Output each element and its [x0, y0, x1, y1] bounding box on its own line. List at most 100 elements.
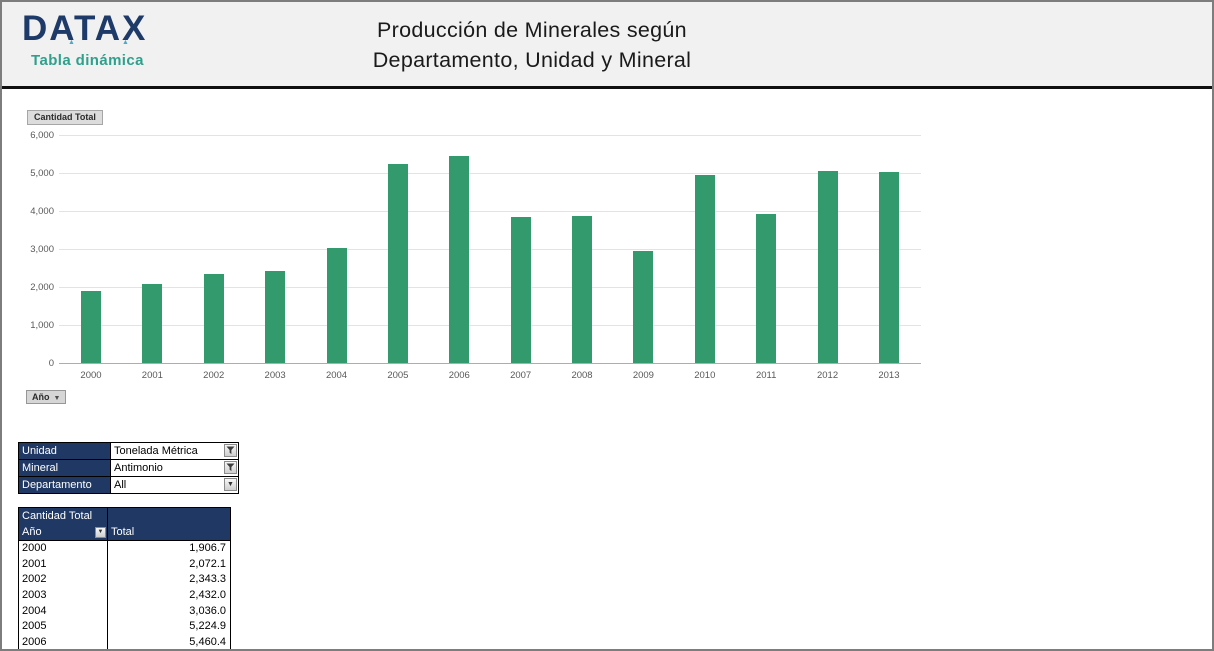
filter-field-label: Mineral: [19, 460, 110, 476]
x-axis-tick-label: 2000: [80, 370, 102, 381]
pivot-year-value: 2003: [22, 589, 47, 602]
pivot-table: Cantidad Total Año ▼ Total 2000 1,906.7 2001 2,…: [18, 507, 231, 649]
pivot-title: Cantidad Total: [22, 510, 93, 522]
filter-field-value: Antimonio: [110, 460, 224, 476]
pivot-year-cell: 2002: [19, 572, 108, 589]
x-axis-tick-label: 2008: [571, 370, 593, 381]
bar-2006: [449, 155, 470, 363]
gridline: [59, 325, 921, 326]
logo-triangle-icon: ▲: [122, 39, 129, 46]
bar-2008: [572, 215, 593, 363]
x-axis-tick-label: 2013: [878, 370, 900, 381]
logo-subtitle: Tabla dinámica: [31, 52, 144, 69]
chart-axis-field-label: Año: [32, 392, 50, 402]
pivot-row-field-label: Año: [22, 526, 42, 538]
gridline: [59, 249, 921, 250]
pivot-year-cell: 2001: [19, 556, 108, 573]
pivot-total-cell: 5,460.4: [189, 636, 226, 649]
x-axis-tick-label: 2011: [755, 370, 777, 381]
bar-2002: [203, 273, 224, 363]
gridline: [59, 135, 921, 136]
y-axis-tick-label: 0: [48, 358, 54, 369]
header-band: DATAX ▲ ▲ Tabla dinámica Producción de M…: [2, 2, 1212, 89]
bar-2012: [817, 170, 838, 363]
logo-triangle-icon: ▲: [68, 39, 75, 46]
bar-chart: Cantidad Total Año ▼ 0 1,000 2,000 3,000 4,00…: [2, 2, 962, 422]
pivot-year-cell: 2003: [19, 588, 108, 604]
x-axis-tick-label: 2007: [510, 370, 532, 381]
filter-field-label: Unidad: [19, 443, 110, 459]
pivot-header-row: Cantidad Total: [19, 508, 230, 524]
bar-2004: [326, 247, 347, 363]
pivot-year-value: 2006: [22, 636, 47, 649]
pivot-row-field-dropdown-button[interactable]: ▼: [95, 526, 106, 538]
filter-field-value: Tonelada Métrica: [110, 443, 224, 459]
bar-2001: [142, 284, 163, 363]
logo-wordmark: DATAX: [22, 9, 148, 48]
bar-2007: [510, 216, 531, 363]
pivot-title-spacer: [108, 508, 230, 524]
pivot-year-cell: 2000: [19, 541, 108, 557]
x-axis-tick-label: 2003: [264, 370, 286, 381]
pivot-year-value: 2002: [22, 573, 47, 586]
filter-field-label: Departamento: [19, 477, 110, 493]
filter-row-unidad: Unidad Tonelada Métrica: [19, 443, 238, 459]
pivot-data-row-2005: 2005 5,224.9: [19, 619, 230, 636]
dropdown-arrow-icon[interactable]: ▼: [224, 478, 237, 491]
x-axis-tick-label: 2006: [448, 370, 470, 381]
x-axis-tick-label: 2009: [632, 370, 654, 381]
y-axis-tick-label: 5,000: [30, 168, 54, 179]
x-axis-tick-label: 2001: [141, 370, 163, 381]
gridline: [59, 173, 921, 174]
pivot-total-cell: 2,432.0: [189, 589, 226, 602]
chart-axis-field-button[interactable]: Año ▼: [26, 390, 67, 404]
x-axis-tick-label: 2002: [203, 370, 225, 381]
y-axis-tick-label: 2,000: [30, 282, 54, 293]
pivot-data-row-2004: 2004 3,036.0: [19, 603, 230, 620]
logo: DATAX ▲ ▲ Tabla dinámica: [22, 9, 148, 70]
pivot-total-cell: 5,224.9: [189, 620, 226, 633]
pivot-title-cell: Cantidad Total: [19, 508, 108, 524]
pivot-total-cell: 3,036.0: [189, 604, 226, 617]
x-axis-tick-label: 2004: [325, 370, 348, 381]
filter-field-value: All: [110, 477, 224, 493]
x-axis-tick-label: 2005: [387, 370, 409, 381]
y-axis-tick-label: 4,000: [30, 206, 54, 217]
pivot-total-cell: 2,343.3: [189, 573, 226, 586]
x-axis-tick-label: 2010: [694, 370, 716, 381]
filter-funnel-icon[interactable]: [224, 461, 237, 474]
page-title: Producción de Minerales según Departamen…: [122, 15, 942, 75]
pivot-field-row: Año ▼ Total: [19, 524, 230, 541]
chart-value-field-button[interactable]: Cantidad Total: [27, 110, 103, 125]
page-title-line2: Departamento, Unidad y Mineral: [372, 48, 692, 72]
filter-table: Unidad Tonelada Métrica Mineral Antimonio De…: [18, 442, 239, 494]
pivot-total-cell: 1,906.7: [189, 542, 226, 554]
pivot-row-field-cell: Año ▼: [19, 524, 108, 540]
x-axis-tick-label: 2012: [816, 370, 839, 381]
y-axis-tick-label: 3,000: [30, 244, 54, 255]
pivot-data-row-2002: 2002 2,343.3: [19, 572, 230, 589]
filter-funnel-icon[interactable]: [224, 444, 237, 457]
pivot-year-value: 2005: [22, 620, 47, 633]
pivot-year-value: 2004: [22, 604, 47, 617]
gridline: [59, 211, 921, 212]
x-axis-line: [59, 363, 921, 364]
pivot-year-value: 2000: [22, 542, 47, 554]
bar-2009: [633, 250, 654, 363]
pivot-data-row-2000: 2000 1,906.7: [19, 541, 230, 557]
pivot-year-cell: 2006: [19, 635, 108, 649]
pivot-year-cell: 2004: [19, 603, 108, 620]
pivot-data-row-2006: 2006 5,460.4: [19, 635, 230, 649]
bar-2013: [878, 172, 899, 363]
pivot-data-row-2003: 2003 2,432.0: [19, 588, 230, 604]
chevron-down-icon: ▼: [53, 395, 61, 402]
gridline: [59, 287, 921, 288]
page-title-line1: Producción de Minerales según: [377, 18, 687, 42]
bar-2000: [81, 290, 101, 363]
y-axis-tick-label: 1,000: [30, 320, 54, 331]
bar-2010: [694, 175, 715, 363]
bar-2011: [756, 214, 777, 363]
filter-row-departamento: Departamento All ▼: [19, 476, 238, 493]
pivot-value-field-cell: Total: [111, 526, 135, 538]
